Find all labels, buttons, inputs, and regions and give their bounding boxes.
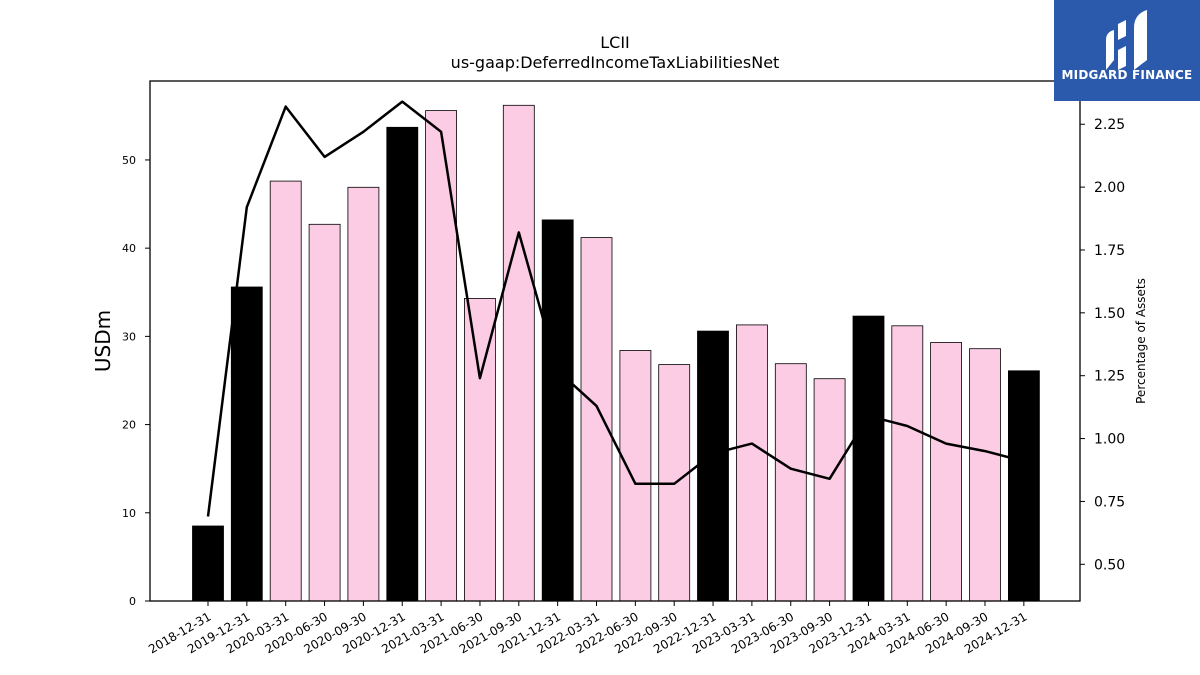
y2-tick-label: 2.00 — [1094, 180, 1125, 196]
brand-logo: MIDGARD FINANCE — [1054, 0, 1200, 101]
bar — [1008, 370, 1040, 602]
bar — [541, 219, 574, 602]
y2-tick-label: 1.25 — [1094, 369, 1125, 385]
bar — [930, 342, 962, 602]
bar — [502, 104, 535, 602]
chart-subtitle: us-gaap:DeferredIncomeTaxLiabilitiesNet — [451, 53, 780, 72]
bar — [852, 315, 885, 602]
line-layer — [206, 100, 1025, 517]
plot-frame — [149, 80, 1081, 602]
bar — [347, 186, 380, 602]
bar — [580, 237, 613, 602]
y2-tick-label: 0.50 — [1094, 557, 1125, 573]
bar — [230, 286, 263, 602]
y2-tick-label: 0.75 — [1094, 494, 1125, 510]
bar — [697, 330, 729, 602]
y2-tick-label: 1.75 — [1094, 243, 1125, 259]
y2-tick-label: 1.50 — [1094, 306, 1125, 322]
bar — [736, 324, 768, 602]
chart-title: LCII — [600, 33, 630, 52]
y-tick-label: 40 — [122, 242, 136, 255]
y-tick-label: 20 — [122, 419, 136, 432]
bar — [969, 348, 1001, 602]
bar — [192, 525, 224, 602]
series-line — [206, 100, 1025, 517]
y-tick-label: 30 — [122, 330, 136, 343]
bar — [308, 223, 341, 602]
bar — [813, 378, 846, 602]
y2-axis-label: Percentage of Assets — [1134, 278, 1148, 404]
bar — [386, 126, 419, 602]
bar — [619, 350, 652, 602]
brand-name: MIDGARD FINANCE — [1061, 68, 1193, 82]
y-tick-label: 50 — [122, 154, 136, 167]
bars-group — [192, 104, 1040, 602]
bar — [269, 180, 302, 602]
bar — [774, 363, 807, 602]
bar — [463, 297, 496, 602]
brand-mark-icon — [1106, 10, 1147, 70]
y-tick-label: 0 — [129, 595, 136, 608]
y2-tick-label: 1.00 — [1094, 432, 1125, 448]
bar — [425, 110, 458, 602]
y-axis-label: USDm — [91, 310, 115, 372]
bar — [891, 325, 924, 602]
y-tick-label: 10 — [122, 507, 136, 520]
y2-tick-label: 2.25 — [1094, 117, 1125, 133]
